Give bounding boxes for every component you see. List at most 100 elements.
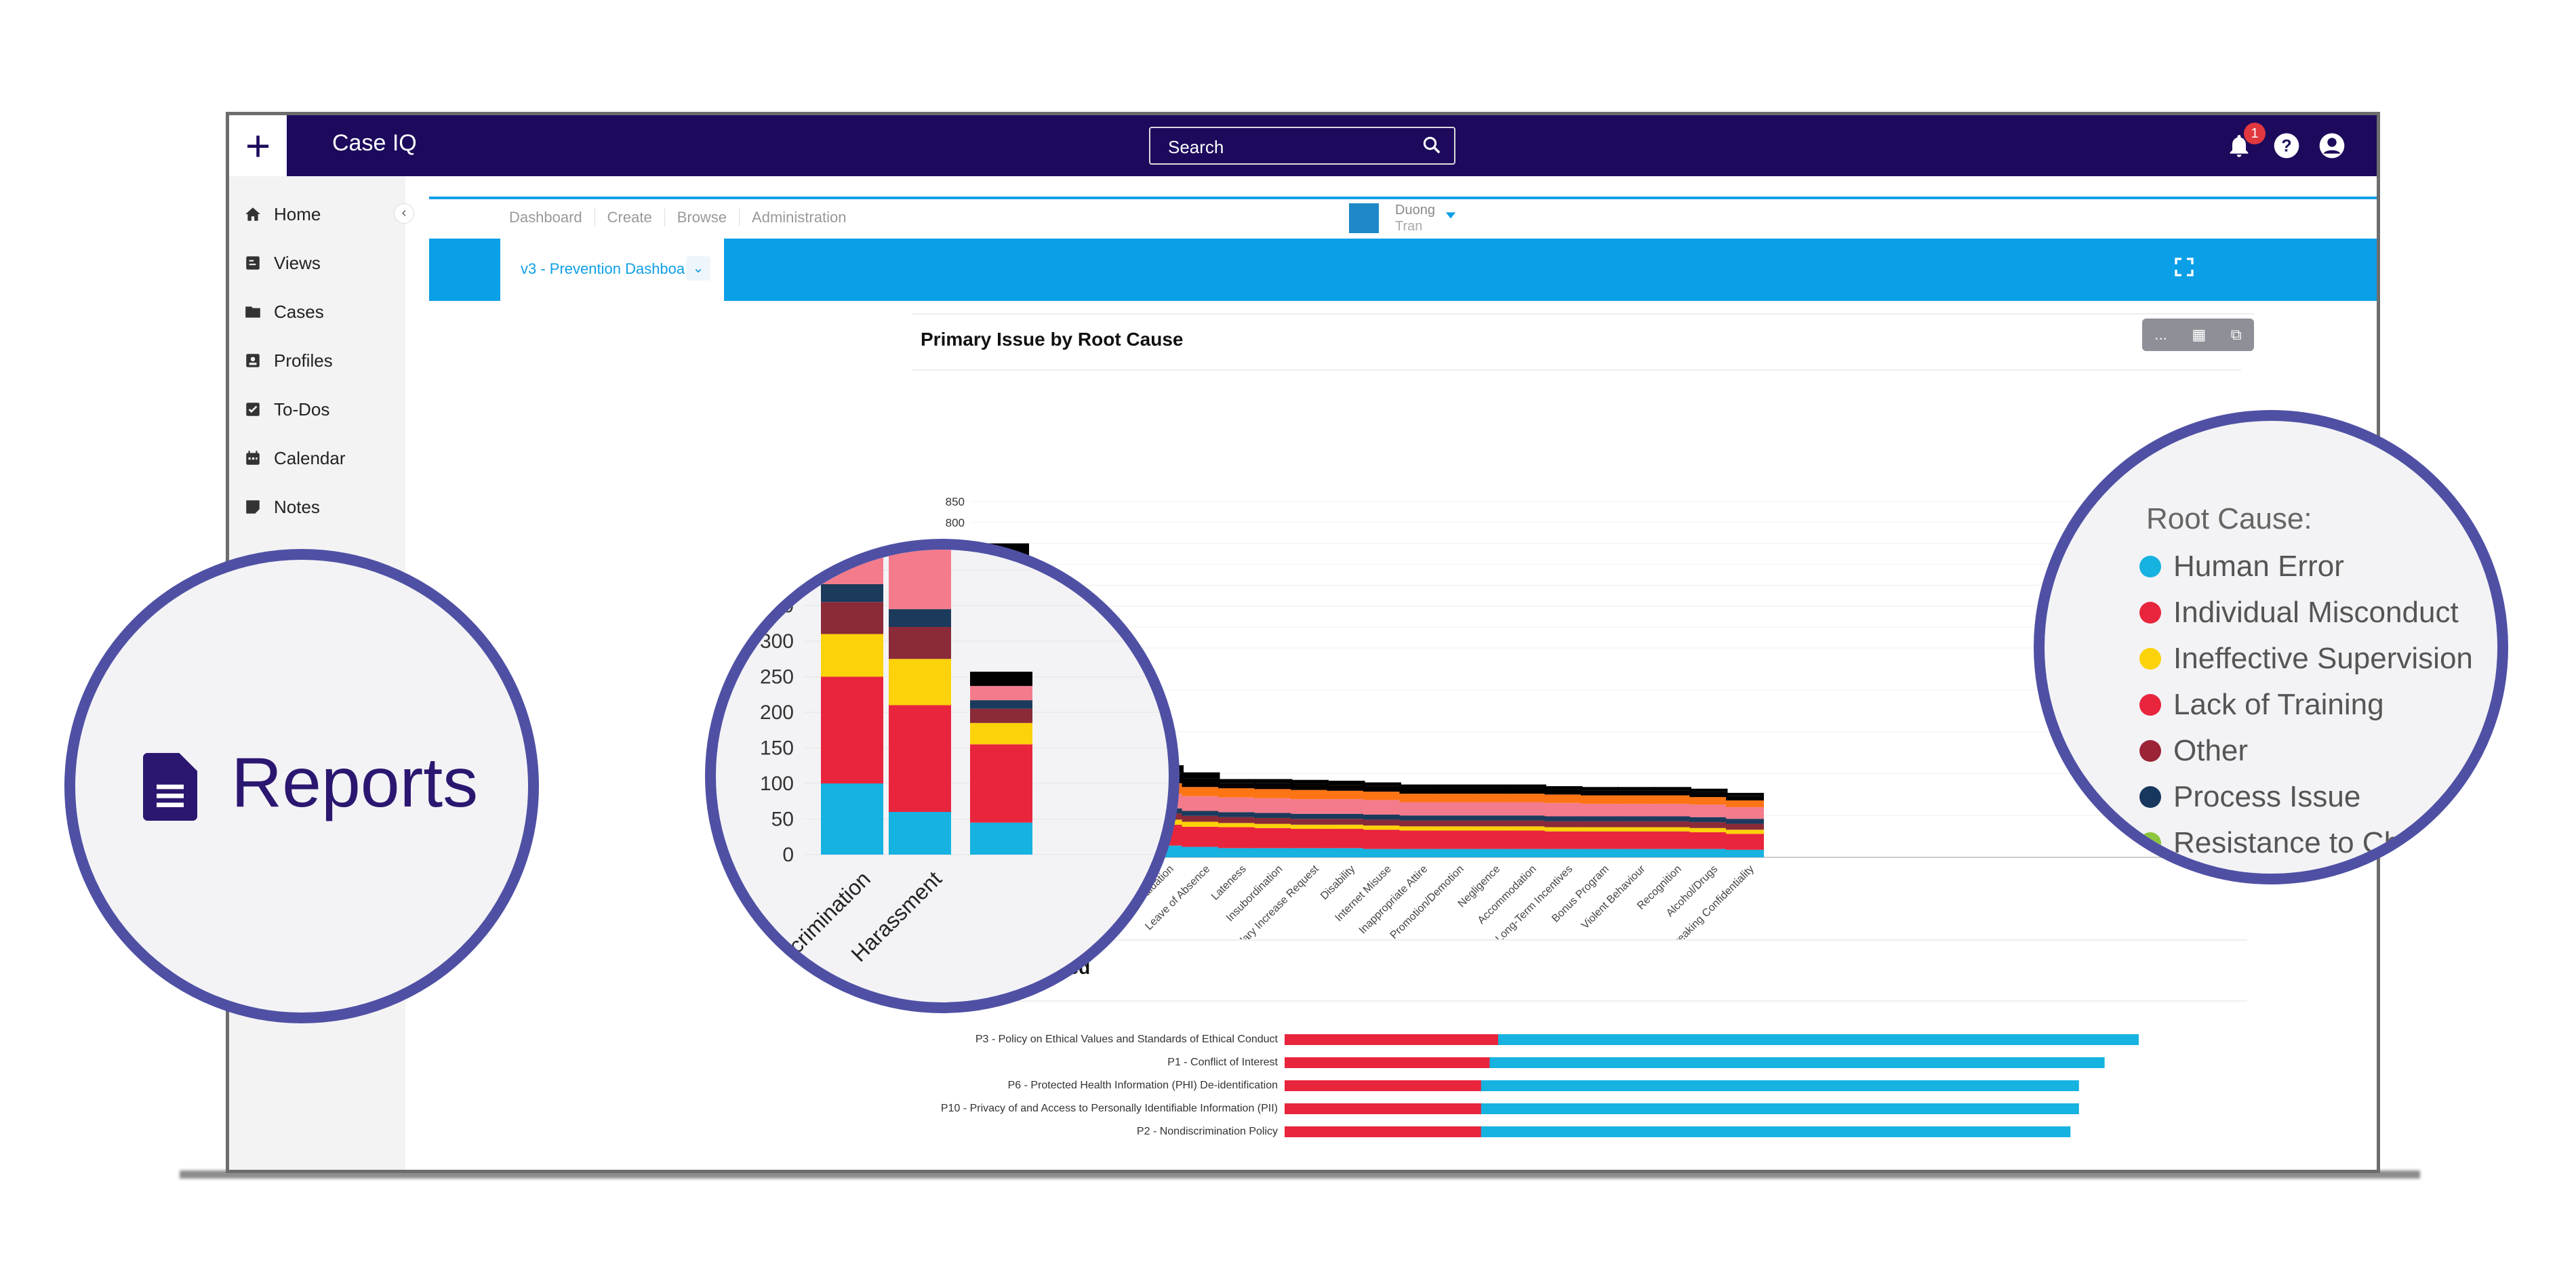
help-icon[interactable]: ?	[2273, 132, 2300, 159]
create-plus-button[interactable]: +	[229, 115, 287, 176]
folder-icon	[245, 306, 260, 318]
bar-segment	[1254, 789, 1293, 798]
bar-segment	[1653, 827, 1691, 832]
bar-segment	[1218, 827, 1256, 849]
bar-segment	[1617, 849, 1655, 857]
search-input[interactable]: Search	[1149, 127, 1455, 165]
sidebar-item-home[interactable]: Home	[244, 201, 321, 228]
bar-segment	[1218, 823, 1256, 828]
bar-segment	[1689, 822, 1728, 828]
external-link-icon[interactable]: ⧉	[2230, 326, 2242, 343]
bar-segment	[1291, 848, 1329, 857]
bar-segment	[1508, 794, 1546, 802]
bar-segment	[1689, 832, 1728, 849]
legend-item-human-error[interactable]: Human Error	[2139, 550, 2344, 584]
bar-segment	[1726, 792, 1764, 796]
reports-magnifier: Reports	[64, 549, 539, 1023]
tab-dashboard[interactable]: Dashboard	[497, 209, 595, 226]
bar-segment	[821, 584, 883, 603]
bar-segment	[1291, 819, 1329, 825]
bar-segment	[1544, 831, 1583, 849]
tab-create[interactable]: Create	[595, 209, 665, 226]
legend-item-individual-misconduct[interactable]: Individual Misconduct	[2139, 596, 2459, 630]
y-tick-label: 200	[760, 701, 794, 724]
sidebar-item-notes[interactable]: Notes	[244, 493, 320, 520]
bar-segment	[821, 602, 883, 634]
bar-segment	[1689, 788, 1728, 792]
bar-segment	[1363, 782, 1401, 786]
x-tick-label: Discrimination	[761, 866, 875, 980]
chevron-down-icon[interactable]: ⌄	[686, 256, 710, 281]
legend-item-lack-of-training[interactable]: Lack of Training	[2139, 688, 2384, 722]
sidebar-collapse-button[interactable]: ‹	[394, 203, 414, 224]
bell-icon[interactable]	[2226, 132, 2253, 159]
dashboard-selector[interactable]: v3 - Prevention Dashboa... ⌄	[500, 239, 724, 301]
bar-segment	[889, 609, 951, 627]
top-bar: + Case IQ Search 1 ?	[229, 115, 2377, 176]
legend-swatch	[2139, 602, 2161, 624]
bar-segment	[1363, 785, 1401, 792]
bar-segment	[1617, 787, 1655, 791]
checkbox-icon	[246, 403, 260, 416]
bar-segment	[1689, 817, 1728, 823]
legend-item-other[interactable]: Other	[2139, 734, 2248, 768]
bar-segment	[1363, 819, 1401, 826]
user-first-name: Duong	[1395, 203, 1435, 218]
app-logo[interactable]: Case IQ	[332, 130, 417, 156]
bar-segment	[1653, 795, 1691, 804]
tab-administration[interactable]: Administration	[752, 209, 847, 226]
reports-label[interactable]: Reports	[231, 743, 479, 822]
bar-segment	[1581, 795, 1619, 804]
legend-item-resistance[interactable]: Resistance to Ch	[2139, 826, 2400, 860]
sidebar-item-calendar[interactable]: Calendar	[244, 445, 346, 472]
bar-segment	[1544, 786, 1583, 790]
policy-row-label: P6 - Protected Health Information (PHI) …	[1008, 1080, 1278, 1091]
legend-title: Root Cause:	[2146, 502, 2312, 535]
legend-swatch	[2139, 740, 2161, 762]
sidebar-item-views[interactable]: Views	[244, 249, 321, 277]
profile-icon	[246, 354, 260, 367]
bar-segment	[1581, 816, 1619, 821]
bar-segment	[1327, 785, 1365, 791]
bar-segment	[1472, 820, 1510, 827]
bar-segment	[1726, 806, 1764, 819]
y-tick-label: 0	[782, 844, 794, 866]
subnav-tabs: Dashboard Create Browse Administration	[497, 209, 858, 226]
sidebar-item-label: Profiles	[274, 350, 333, 371]
bar-segment	[1726, 796, 1764, 800]
tab-browse[interactable]: Browse	[665, 209, 740, 226]
bar-segment	[1254, 817, 1293, 824]
sidebar-item-profiles[interactable]: Profiles	[244, 347, 333, 374]
chart-zoom-view: 400350300250200150100500DiscriminationHa…	[760, 550, 1169, 980]
bar-segment	[1399, 784, 1438, 788]
bar-segment	[1254, 798, 1293, 813]
search-icon[interactable]	[1422, 135, 1442, 155]
legend-item-ineffective-supervision[interactable]: Ineffective Supervision	[2139, 642, 2473, 676]
user-menu[interactable]: Duong Tran	[1348, 202, 1457, 234]
bar-segment	[1689, 828, 1728, 832]
more-options-button[interactable]: ...	[2154, 326, 2167, 343]
bar-segment	[1617, 795, 1655, 804]
bar-segment	[970, 672, 1032, 687]
bar-segment	[1653, 790, 1691, 796]
y-tick-label: 350	[760, 595, 794, 617]
account-icon[interactable]	[2318, 132, 2346, 159]
fullscreen-icon[interactable]	[2173, 256, 2195, 278]
sidebar-item-todos[interactable]: To-Dos	[244, 396, 329, 423]
bar-segment	[1436, 830, 1474, 849]
bar-segment	[1689, 804, 1728, 817]
bar-segment	[1182, 821, 1220, 827]
sidebar-item-cases[interactable]: Cases	[244, 298, 324, 325]
bar-segment	[1544, 794, 1583, 803]
bar-segment	[1254, 848, 1293, 857]
bar-segment	[970, 722, 1032, 745]
bar-segment	[1182, 772, 1220, 779]
legend-item-process-issue[interactable]: Process Issue	[2139, 780, 2360, 814]
bar-segment	[1544, 816, 1583, 821]
bar-segment	[1254, 779, 1293, 783]
bar-segment	[1182, 846, 1220, 857]
table-icon[interactable]: ▦	[2192, 326, 2207, 343]
bar-segment	[1436, 815, 1474, 821]
bar-segment	[1653, 803, 1691, 817]
bar-segment	[970, 744, 1032, 823]
